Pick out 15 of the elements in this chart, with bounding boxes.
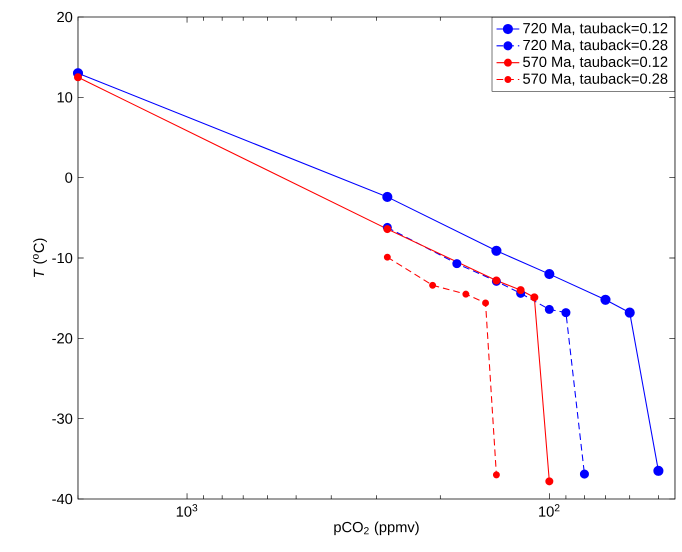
legend-label: 720 Ma, tauback=0.28 [523, 39, 668, 52]
y-tick-label: -10 [52, 252, 72, 264]
x-axis-title: pCO$_{2}$ (ppmv) [334, 521, 419, 536]
y-axis-title: T ($^{o}$C) [33, 238, 47, 277]
y-tick-label: 20 [57, 12, 72, 22]
legend-label: 570 Ma, tauback=0.28 [523, 73, 668, 86]
y-tick-label: -40 [52, 494, 72, 504]
y-tick-label: 10 [58, 92, 72, 103]
x-tick-label: 10$^{3}$ [176, 504, 198, 517]
y-tick-label: -30 [52, 413, 72, 424]
legend-label: 720 Ma, tauback=0.12 [523, 22, 668, 36]
y-tick-label: 0 [65, 172, 72, 183]
legend-label: 570 Ma, tauback=0.12 [523, 56, 668, 69]
x-tick-label: 10$^{2}$ [539, 504, 560, 517]
y-tick-label: -20 [52, 333, 72, 344]
